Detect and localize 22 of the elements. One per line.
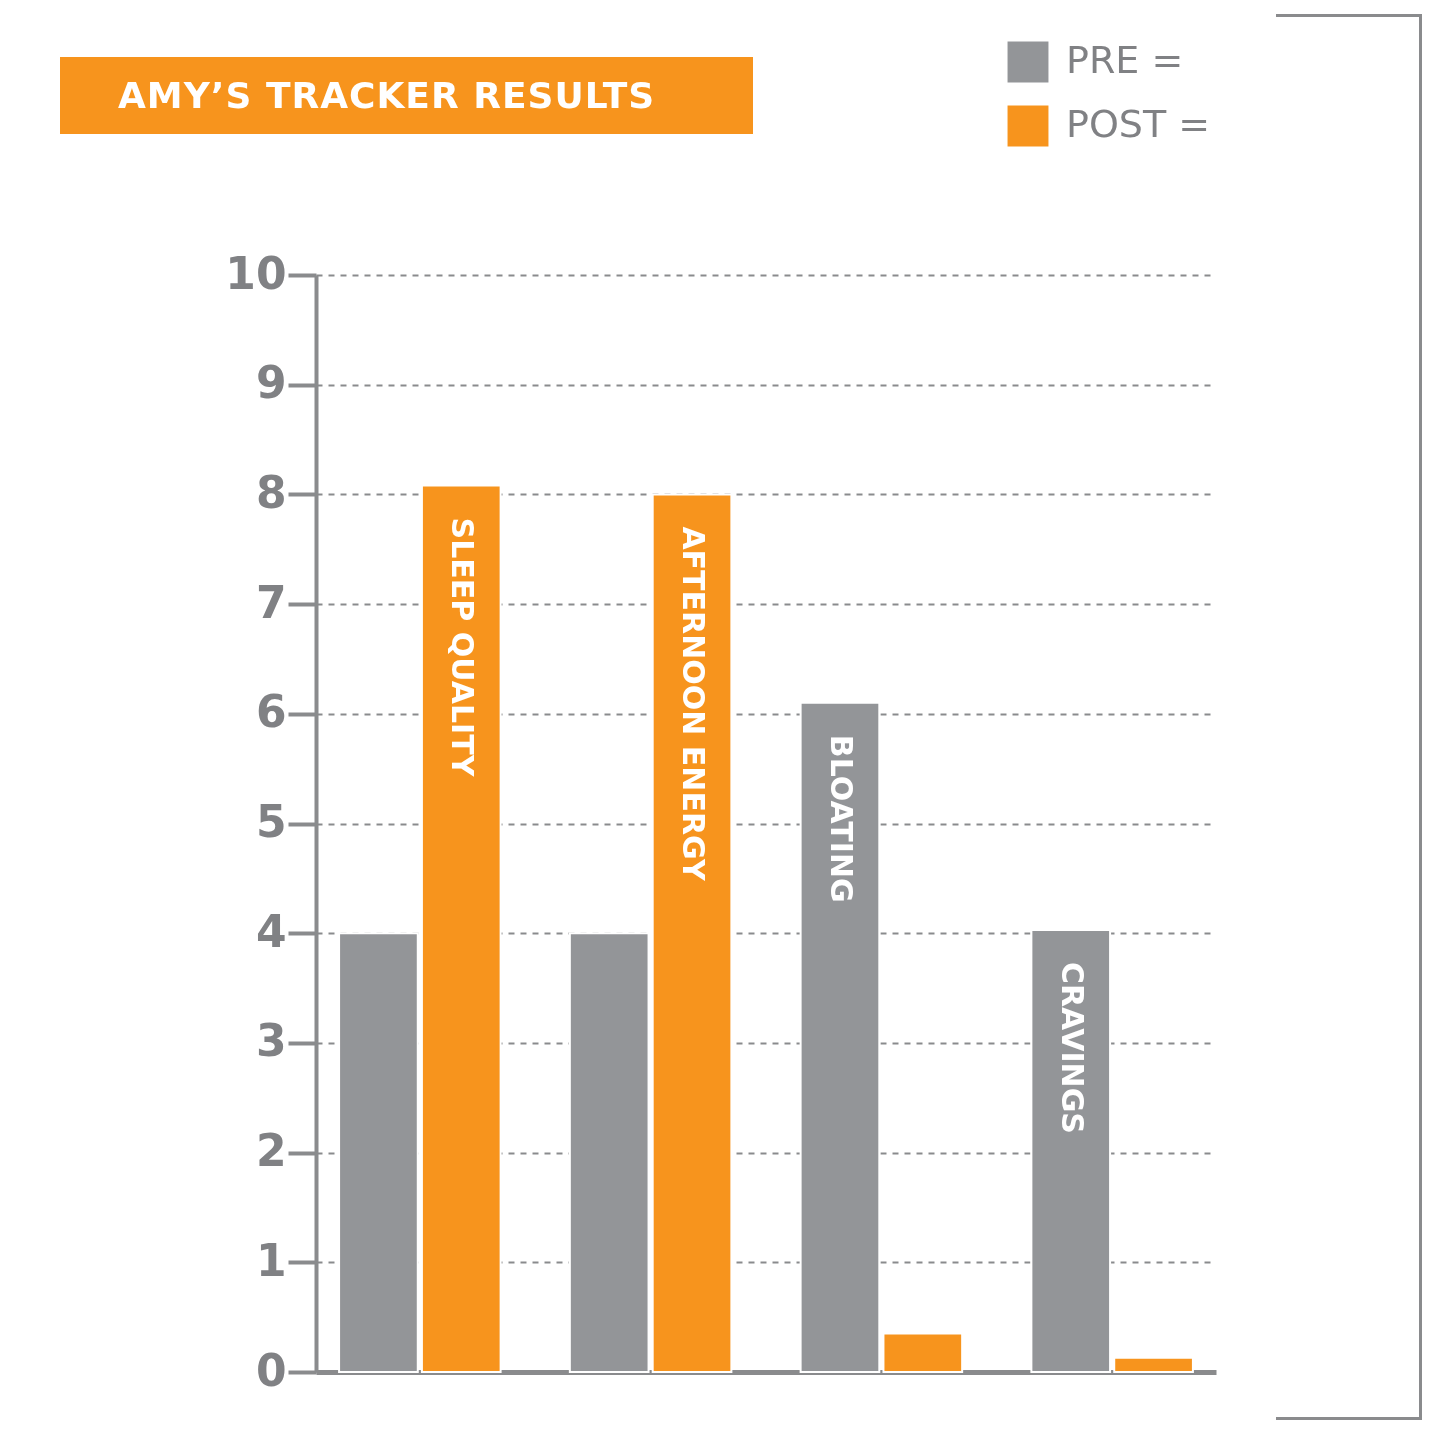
legend-label: POST = <box>1066 102 1211 146</box>
y-tick-label: 3 <box>255 1015 287 1067</box>
x-tick-label: AFTERNOON ENERGY <box>676 526 712 882</box>
bar <box>882 1332 964 1373</box>
y-tick-label: 8 <box>255 466 287 518</box>
y-tick-label: 4 <box>255 905 287 957</box>
y-tick-label: 9 <box>255 357 287 409</box>
y-tick-label: 7 <box>255 576 287 628</box>
chart-title: AMY’S TRACKER RESULTS <box>60 57 753 134</box>
x-tick-label: BLOATING <box>823 734 859 903</box>
bar <box>1113 1356 1194 1373</box>
y-tick-label: 1 <box>255 1234 287 1286</box>
bar <box>651 493 733 1373</box>
y-tick-label: 2 <box>255 1125 287 1177</box>
bar <box>420 484 502 1373</box>
y-tick-label: 5 <box>255 796 287 847</box>
y-tick-label: 0 <box>255 1344 287 1396</box>
x-tick-label: CRAVINGS <box>1054 961 1090 1134</box>
legend-label: PRE = <box>1066 38 1184 82</box>
x-tick-label: SLEEP QUALITY <box>445 517 481 778</box>
y-tick-label: 10 <box>225 247 287 299</box>
y-tick-label: 6 <box>255 686 287 738</box>
